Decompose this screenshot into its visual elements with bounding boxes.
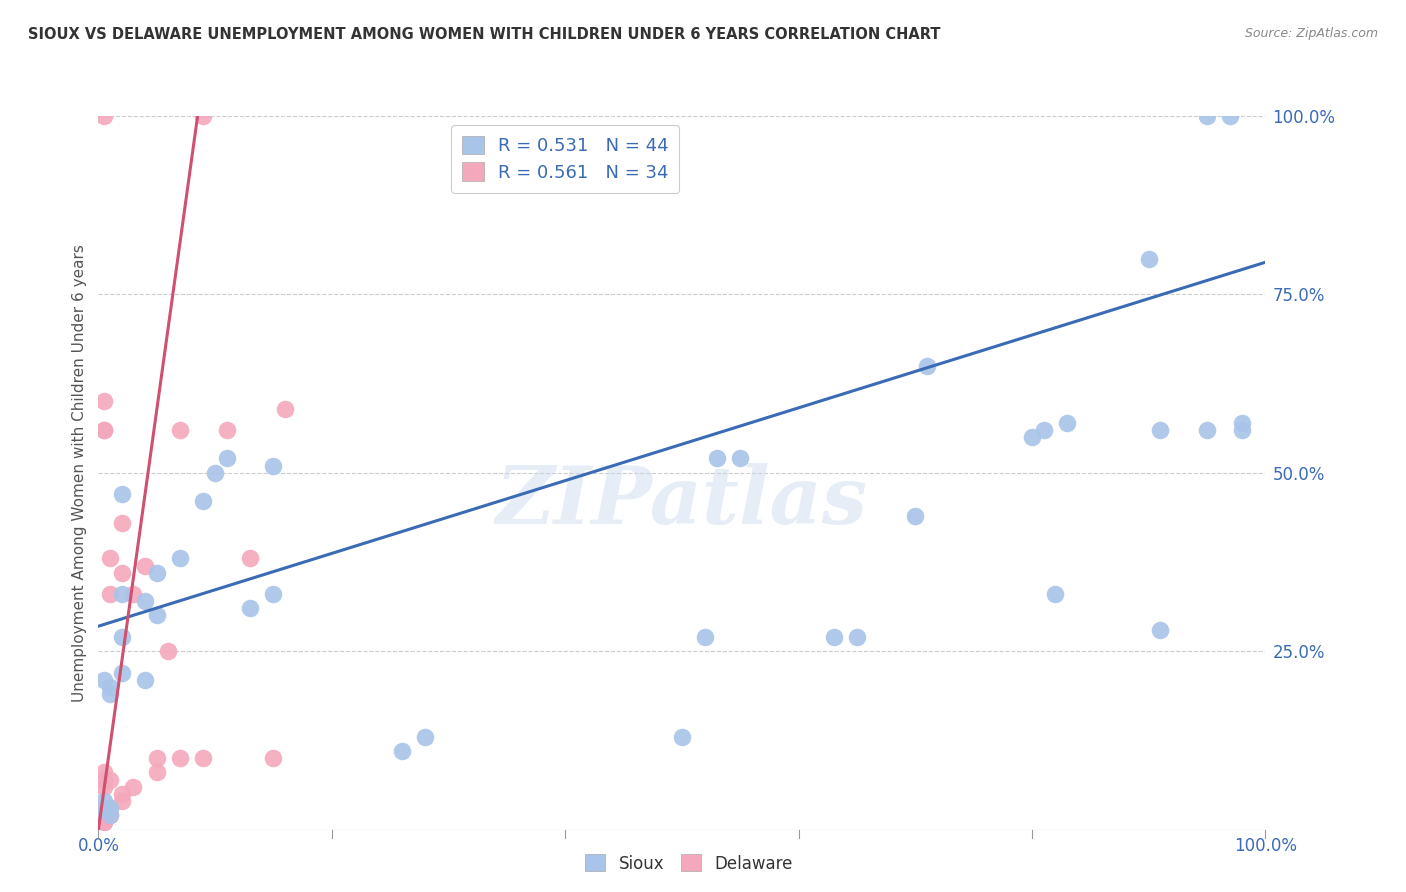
Point <box>845 630 868 644</box>
Point <box>93 815 115 830</box>
Point <box>239 601 262 615</box>
Y-axis label: Unemployment Among Women with Children Under 6 years: Unemployment Among Women with Children U… <box>72 244 87 702</box>
Point <box>98 801 121 815</box>
Point <box>706 451 728 466</box>
Point <box>1032 423 1054 437</box>
Point <box>215 451 238 466</box>
Point <box>98 808 121 822</box>
Point <box>93 772 115 787</box>
Point <box>1149 623 1171 637</box>
Point <box>193 109 215 123</box>
Point <box>695 630 717 644</box>
Point <box>93 423 115 437</box>
Point <box>146 765 169 780</box>
Point <box>134 558 156 573</box>
Point <box>98 687 121 701</box>
Point <box>204 466 226 480</box>
Point <box>1230 416 1253 430</box>
Point <box>93 423 115 437</box>
Point <box>122 587 145 601</box>
Point <box>98 801 121 815</box>
Point <box>193 751 215 765</box>
Point <box>111 794 134 808</box>
Point <box>111 630 134 644</box>
Point <box>413 730 436 744</box>
Point <box>111 487 134 501</box>
Point <box>134 673 156 687</box>
Point <box>730 451 752 466</box>
Text: ZIPatlas: ZIPatlas <box>496 463 868 540</box>
Point <box>122 780 145 794</box>
Point <box>823 630 845 644</box>
Legend: Sioux, Delaware: Sioux, Delaware <box>579 847 799 880</box>
Point <box>169 551 191 566</box>
Point <box>93 394 115 409</box>
Point <box>1045 587 1067 601</box>
Point <box>1021 430 1043 444</box>
Point <box>98 680 121 694</box>
Point <box>93 794 115 808</box>
Point <box>93 808 115 822</box>
Point <box>146 751 169 765</box>
Point <box>1230 423 1253 437</box>
Point <box>274 401 297 416</box>
Point <box>391 744 413 758</box>
Point <box>134 594 156 608</box>
Point <box>111 516 134 530</box>
Point <box>671 730 693 744</box>
Text: SIOUX VS DELAWARE UNEMPLOYMENT AMONG WOMEN WITH CHILDREN UNDER 6 YEARS CORRELATI: SIOUX VS DELAWARE UNEMPLOYMENT AMONG WOM… <box>28 27 941 42</box>
Point <box>169 751 191 765</box>
Point <box>1219 109 1241 123</box>
Point <box>93 673 115 687</box>
Point <box>904 508 927 523</box>
Point <box>1195 109 1218 123</box>
Point <box>111 787 134 801</box>
Point <box>239 551 262 566</box>
Point <box>93 780 115 794</box>
Point <box>111 665 134 680</box>
Point <box>146 566 169 580</box>
Point <box>1137 252 1160 266</box>
Point <box>146 608 169 623</box>
Point <box>215 423 238 437</box>
Point <box>93 109 115 123</box>
Point <box>93 801 115 815</box>
Point <box>98 808 121 822</box>
Point <box>1056 416 1078 430</box>
Point <box>93 765 115 780</box>
Point <box>93 801 115 815</box>
Point <box>157 644 180 658</box>
Point <box>915 359 938 373</box>
Point <box>93 815 115 830</box>
Point <box>111 587 134 601</box>
Text: Source: ZipAtlas.com: Source: ZipAtlas.com <box>1244 27 1378 40</box>
Point <box>193 494 215 508</box>
Point <box>98 551 121 566</box>
Point <box>262 751 284 765</box>
Point <box>1195 423 1218 437</box>
Point <box>262 587 284 601</box>
Point <box>98 587 121 601</box>
Point <box>111 566 134 580</box>
Point <box>169 423 191 437</box>
Point <box>1149 423 1171 437</box>
Point <box>262 458 284 473</box>
Point <box>98 772 121 787</box>
Legend: R = 0.531   N = 44, R = 0.561   N = 34: R = 0.531 N = 44, R = 0.561 N = 34 <box>451 125 679 193</box>
